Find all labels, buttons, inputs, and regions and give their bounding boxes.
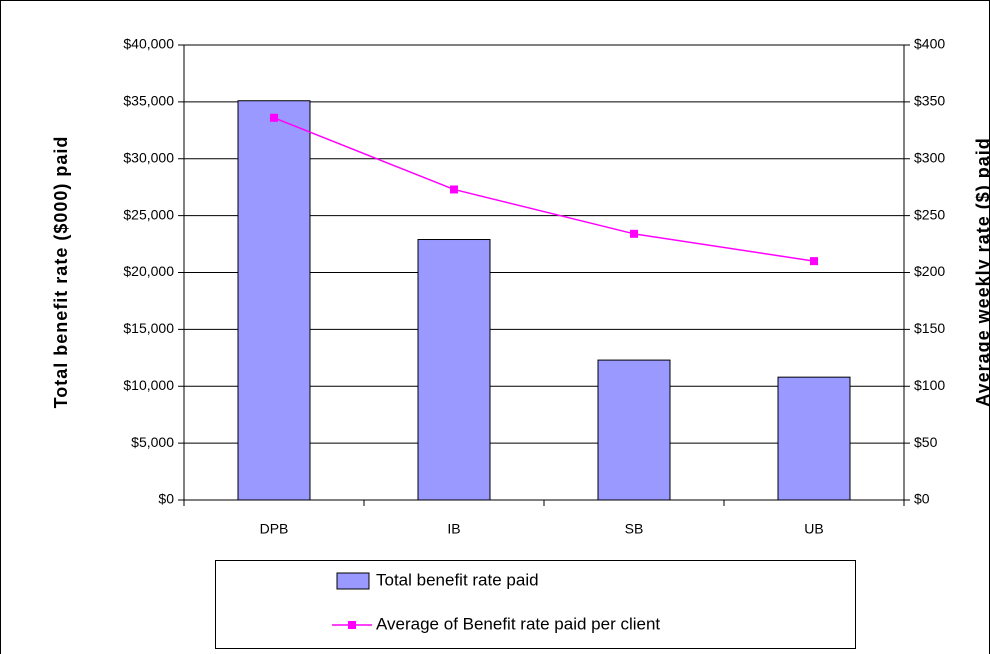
y2-tick-label: $0 xyxy=(914,491,930,507)
y2-tick-label: $50 xyxy=(914,434,938,450)
y-tick-label: $25,000 xyxy=(123,206,174,222)
y-tick-label: $35,000 xyxy=(123,93,174,109)
y2-axis-title: Average weekly rate ($) paid xyxy=(973,137,990,406)
y2-tick-label: $250 xyxy=(914,206,945,222)
x-tick-label: SB xyxy=(625,521,644,537)
line-marker xyxy=(270,113,278,122)
y-tick-label: $0 xyxy=(158,491,174,507)
y-tick-label: $30,000 xyxy=(123,149,174,165)
y2-tick-label: $350 xyxy=(914,93,945,109)
y2-tick-label: $300 xyxy=(914,149,945,165)
y-axis-title: Total benefit rate ($000) paid xyxy=(51,136,71,409)
y-tick-label: $20,000 xyxy=(123,263,174,279)
x-tick-label: IB xyxy=(447,521,460,537)
legend-swatch xyxy=(336,572,370,590)
line xyxy=(273,117,815,262)
bar xyxy=(417,239,491,501)
y2-tick-label: $200 xyxy=(914,263,945,279)
bar xyxy=(597,359,671,501)
x-tick-label: DPB xyxy=(260,521,289,537)
y-tick-label: $10,000 xyxy=(123,377,174,393)
legend xyxy=(215,560,856,649)
y2-tick-label: $150 xyxy=(914,320,945,336)
x-tick-label: UB xyxy=(804,521,823,537)
y2-tick-label: $100 xyxy=(914,377,945,393)
legend-label: Average of Benefit rate paid per client xyxy=(376,614,660,633)
line-marker xyxy=(450,185,458,194)
bar xyxy=(777,376,851,501)
bar xyxy=(237,100,311,501)
y-tick-label: $40,000 xyxy=(123,36,174,52)
y-tick-label: $15,000 xyxy=(123,320,174,336)
legend-label: Total benefit rate paid xyxy=(376,570,539,589)
line-marker xyxy=(810,257,818,266)
y-tick-label: $5,000 xyxy=(131,434,174,450)
legend-swatch xyxy=(348,621,356,629)
y2-tick-label: $400 xyxy=(914,36,945,52)
line-marker xyxy=(630,229,638,238)
